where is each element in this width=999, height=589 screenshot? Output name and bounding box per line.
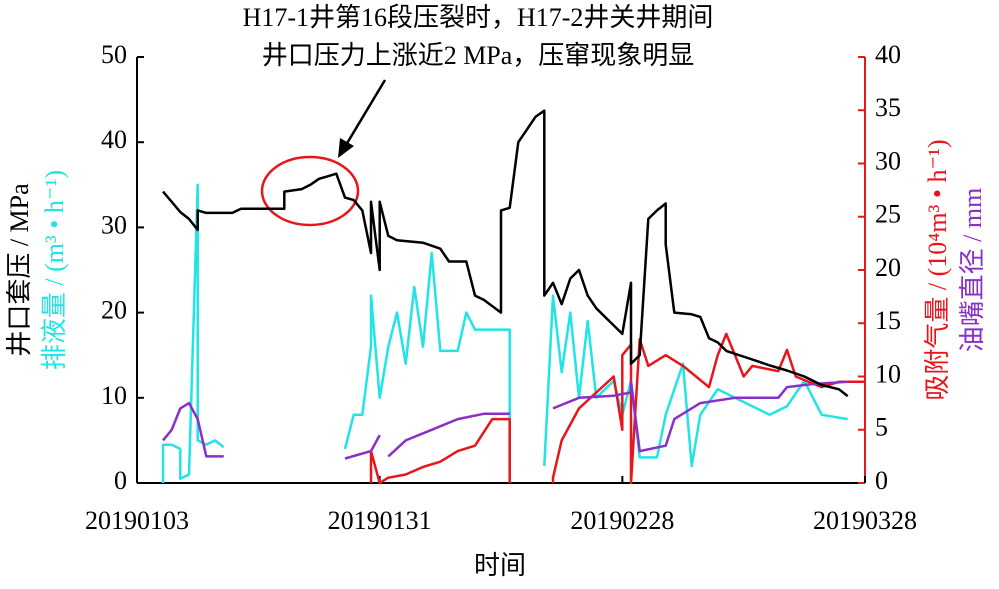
y-tick-label: 40 bbox=[101, 125, 127, 154]
x-axis-label: 时间 bbox=[474, 551, 526, 580]
y2-axis-label: 吸附气量 / (10⁴m³ • h⁻¹) bbox=[923, 139, 952, 400]
y2-tick-label: 10 bbox=[875, 359, 901, 388]
y2-tick-label: 0 bbox=[875, 466, 888, 495]
y2-axis-label: 油嘴直径 / mm bbox=[958, 188, 987, 353]
x-tick-label: 20190103 bbox=[85, 506, 189, 535]
series-line bbox=[162, 380, 848, 460]
y-tick-label: 20 bbox=[101, 296, 127, 325]
y2-tick-label: 40 bbox=[875, 40, 901, 69]
x-tick-label: 20190328 bbox=[813, 506, 917, 535]
y2-tick-label: 5 bbox=[875, 413, 888, 442]
arrow-head bbox=[338, 138, 354, 158]
y2-tick-label: 25 bbox=[875, 200, 901, 229]
y2-tick-label: 35 bbox=[875, 93, 901, 122]
series-line bbox=[162, 109, 849, 398]
y-axis-label: 排液量 / (m³ • h⁻¹) bbox=[40, 170, 69, 370]
y2-tick-label: 30 bbox=[875, 146, 901, 175]
y2-tick-label: 15 bbox=[875, 306, 901, 335]
highlight-ellipse bbox=[260, 155, 360, 227]
arrow-line bbox=[344, 79, 387, 146]
y-axis-label: 井口套压 / MPa bbox=[5, 183, 34, 357]
y2-tick-label: 20 bbox=[875, 253, 901, 282]
x-tick-label: 20190131 bbox=[328, 506, 432, 535]
series-line bbox=[369, 332, 865, 485]
y-tick-label: 0 bbox=[114, 466, 127, 495]
y-tick-label: 10 bbox=[101, 381, 127, 410]
annotation: H17-1井第16段压裂时，H17-2井关井期间 bbox=[243, 3, 714, 32]
annotation: 井口压力上涨近2 MPa，压窜现象明显 bbox=[262, 41, 695, 70]
y-tick-label: 30 bbox=[101, 210, 127, 239]
y-tick-label: 50 bbox=[101, 40, 127, 69]
x-tick-label: 20190228 bbox=[570, 506, 674, 535]
series-line bbox=[161, 183, 848, 483]
